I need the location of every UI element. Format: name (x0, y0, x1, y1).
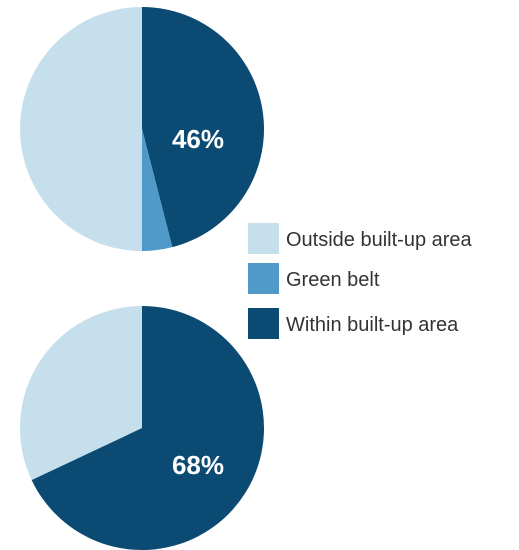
pie1-slice-within-built-up-area (142, 7, 264, 248)
pie-chart-top: 46% (20, 7, 264, 251)
pie2-slice-outside-built-up-area (20, 306, 142, 480)
legend-label-within: Within built-up area (286, 314, 459, 336)
pie2-slice-within-built-up-area (31, 306, 264, 550)
pie1-slice-outside-built-up-area (20, 7, 142, 251)
legend-item-green-belt: Green belt (248, 263, 380, 294)
pie1-data-label: 46% (172, 124, 224, 154)
legend-swatch-outside (248, 223, 279, 254)
pie2-data-label: 68% (172, 450, 224, 480)
legend-item-outside: Outside built-up area (248, 223, 473, 254)
legend: Outside built-up area Green belt Within … (248, 223, 473, 339)
legend-label-green-belt: Green belt (286, 269, 380, 291)
pie-chart-bottom: 68% (20, 306, 264, 550)
legend-item-within: Within built-up area (248, 308, 459, 339)
pie1-slice-green-belt (142, 129, 173, 251)
legend-swatch-within (248, 308, 279, 339)
legend-label-outside: Outside built-up area (286, 229, 473, 251)
legend-swatch-green-belt (248, 263, 279, 294)
